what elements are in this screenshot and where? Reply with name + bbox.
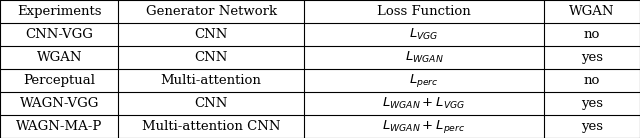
Text: $\mathit{L}_{VGG}$: $\mathit{L}_{VGG}$ — [409, 27, 439, 42]
Text: CNN: CNN — [195, 51, 228, 64]
Text: WGAN: WGAN — [569, 5, 615, 18]
Text: WAGN-VGG: WAGN-VGG — [19, 97, 99, 110]
Text: $\mathit{L}_{WGAN} + \mathit{L}_{perc}$: $\mathit{L}_{WGAN} + \mathit{L}_{perc}$ — [382, 118, 466, 135]
Text: yes: yes — [581, 97, 603, 110]
Text: $\mathit{L}_{WGAN} + \mathit{L}_{VGG}$: $\mathit{L}_{WGAN} + \mathit{L}_{VGG}$ — [382, 96, 466, 111]
Text: WGAN: WGAN — [36, 51, 82, 64]
Text: WAGN-MA-P: WAGN-MA-P — [16, 120, 102, 133]
Text: Perceptual: Perceptual — [23, 74, 95, 87]
Text: Multi-attention: Multi-attention — [161, 74, 262, 87]
Text: yes: yes — [581, 51, 603, 64]
Text: no: no — [584, 74, 600, 87]
Text: Loss Function: Loss Function — [377, 5, 471, 18]
Text: yes: yes — [581, 120, 603, 133]
Text: $\mathit{L}_{perc}$: $\mathit{L}_{perc}$ — [409, 72, 439, 89]
Text: Multi-attention CNN: Multi-attention CNN — [142, 120, 280, 133]
Text: Generator Network: Generator Network — [146, 5, 276, 18]
Text: CNN: CNN — [195, 97, 228, 110]
Text: $\mathit{L}_{WGAN}$: $\mathit{L}_{WGAN}$ — [404, 50, 444, 65]
Text: Experiments: Experiments — [17, 5, 102, 18]
Text: no: no — [584, 28, 600, 41]
Text: CNN-VGG: CNN-VGG — [25, 28, 93, 41]
Text: CNN: CNN — [195, 28, 228, 41]
